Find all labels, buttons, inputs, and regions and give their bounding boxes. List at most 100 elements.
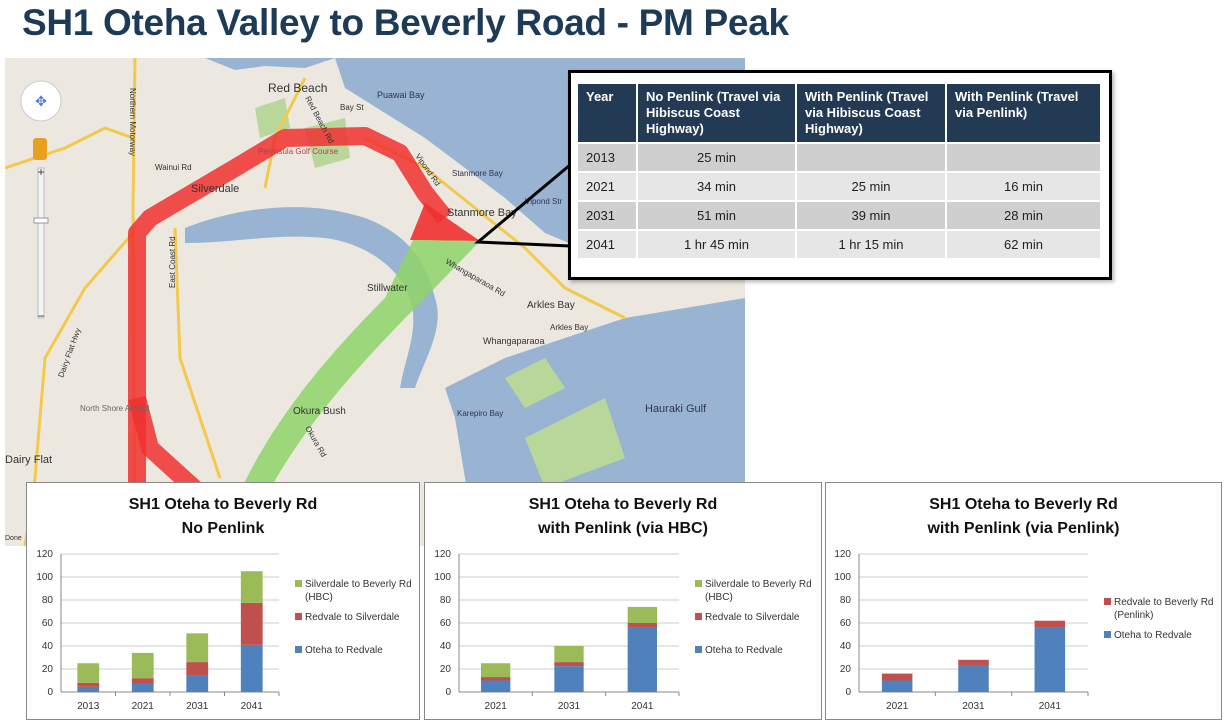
chart-svg: 0 20 40 60 80 100 120 2013 2021 2031 2041 Silverdal… <box>36 549 412 712</box>
x-tick-label: 2031 <box>962 701 985 712</box>
x-tick-label: 2041 <box>1039 701 1062 712</box>
bar-silverdale-to-beverly-rd-hbc- <box>627 606 657 623</box>
cell <box>797 144 945 171</box>
zoom-slider[interactable] <box>37 167 45 319</box>
map-label: Whangaparaoa <box>483 336 545 346</box>
cell: 25 min <box>638 144 795 171</box>
map-pan-control[interactable]: ✥ <box>20 80 62 122</box>
legend-label: Oteha to Redvale <box>305 645 383 656</box>
legend-swatch <box>1104 631 1111 638</box>
legend-label: (HBC) <box>305 592 333 603</box>
bar-redvale-to-silverdale <box>554 662 584 667</box>
chart-title: SH1 Oteha to Beverly Rd <box>128 496 318 513</box>
chart-svg: 0 20 40 60 80 100 120 2021 2031 2041 Silverdale to… <box>434 549 811 712</box>
route-arrowhead-red <box>410 203 480 241</box>
pegman-icon[interactable] <box>33 138 47 160</box>
cell: 1 hr 45 min <box>638 231 795 258</box>
bar-redvale-to-silverdale <box>627 623 657 628</box>
map-label: Red Beach <box>268 81 327 95</box>
callout-pointer <box>474 163 571 248</box>
map-parks <box>255 98 625 488</box>
zoom-in-icon[interactable]: + <box>37 165 44 179</box>
bar-oteha-to-redvale <box>77 686 100 692</box>
map-label: Peninsula Golf Course <box>258 147 339 156</box>
y-tick-label: 40 <box>440 641 452 652</box>
bar-oteha-to-redvale <box>131 683 154 692</box>
bar-redvale-to-silverdale <box>186 662 209 676</box>
x-tick-label: 2041 <box>241 701 264 712</box>
legend-label: Silverdale to Beverly Rd <box>305 579 412 590</box>
y-tick-label: 60 <box>440 618 452 629</box>
legend-swatch <box>295 580 302 587</box>
bar-redvale-to-silverdale <box>131 678 154 684</box>
table-row: 2013 25 min <box>578 144 1100 171</box>
chart-no-penlink: SH1 Oteha to Beverly Rd No Penlink 0 20 40 6… <box>26 482 420 720</box>
map-label: Karepiro Bay <box>457 409 503 418</box>
legend-label: Redvale to Silverdale <box>705 612 800 623</box>
bar-redvale-to-silverdale <box>481 677 511 681</box>
y-tick-label: 20 <box>840 664 852 675</box>
chart-title: SH1 Oteha to Beverly Rd <box>929 496 1118 513</box>
bar-oteha-to-redvale <box>240 644 263 692</box>
x-tick-label: 2041 <box>631 701 654 712</box>
bar-silverdale-to-beverly-rd-hbc- <box>77 663 100 683</box>
map-label: Puawai Bay <box>377 90 425 100</box>
table-header: With Penlink (Travel via Penlink) <box>947 84 1100 142</box>
y-tick-label: 60 <box>840 618 852 629</box>
x-tick-label: 2031 <box>558 701 581 712</box>
bar-silverdale-to-beverly-rd-hbc- <box>554 646 584 663</box>
map-label: Stillwater <box>367 283 408 294</box>
y-tick-label: 120 <box>834 549 851 560</box>
table-header: No Penlink (Travel via Hibiscus Coast Hi… <box>638 84 795 142</box>
x-tick-label: 2031 <box>186 701 209 712</box>
y-tick-label: 40 <box>840 641 852 652</box>
bar-oteha-to-redvale <box>481 680 511 692</box>
map-label: Hauraki Gulf <box>645 403 707 415</box>
chart-subtitle: with Penlink (via HBC) <box>538 520 708 537</box>
table-row: 2031 51 min 39 min 28 min <box>578 202 1100 229</box>
legend-label: (Penlink) <box>1114 610 1153 621</box>
cell: 2021 <box>578 173 636 200</box>
legend-label: Oteha to Redvale <box>1114 630 1192 641</box>
travel-time-callout: Year No Penlink (Travel via Hibiscus Coa… <box>568 70 1112 280</box>
bar-oteha-to-redvale <box>554 666 584 692</box>
zoom-slider-handle[interactable] <box>33 217 49 224</box>
cell: 1 hr 15 min <box>797 231 945 258</box>
bar-redvale-to-silverdale <box>77 682 100 687</box>
chart-title: SH1 Oteha to Beverly Rd <box>528 496 718 513</box>
chart-svg: 0 20 40 60 80 100 120 2021 2031 2041 Redvale to Be… <box>834 549 1214 712</box>
cell: 2031 <box>578 202 636 229</box>
legend-swatch <box>695 613 702 620</box>
table-header: With Penlink (Travel via Hibiscus Coast … <box>797 84 945 142</box>
cell: 28 min <box>947 202 1100 229</box>
x-tick-label: 2021 <box>886 701 909 712</box>
map-label: Dairy Flat <box>5 454 52 466</box>
y-tick-label: 0 <box>845 687 851 698</box>
bar-redvale-to-beverly-rd-penlink- <box>958 659 989 666</box>
y-tick-label: 0 <box>47 687 53 698</box>
bar-oteha-to-redvale <box>186 675 209 692</box>
y-tick-label: 80 <box>840 595 852 606</box>
bar-redvale-to-beverly-rd-penlink- <box>1034 620 1066 628</box>
legend-label: (HBC) <box>705 592 733 603</box>
chart-subtitle: No Penlink <box>181 520 265 537</box>
map-label: Arkles Bay <box>550 323 588 332</box>
bar-silverdale-to-beverly-rd-hbc- <box>131 652 154 679</box>
bar-redvale-to-beverly-rd-penlink- <box>881 673 913 681</box>
y-tick-label: 100 <box>834 572 851 583</box>
bar-oteha-to-redvale <box>1034 627 1066 692</box>
legend-swatch <box>295 646 302 653</box>
y-tick-label: 40 <box>42 641 54 652</box>
bar-redvale-to-silverdale <box>240 602 263 645</box>
table-row: 2021 34 min 25 min 16 min <box>578 173 1100 200</box>
chart-penlink-via-penlink: SH1 Oteha to Beverly Rd with Penlink (via… <box>825 482 1222 720</box>
map-label: Northern Motorway <box>128 88 137 156</box>
route-no-penlink <box>128 127 453 546</box>
cell: 62 min <box>947 231 1100 258</box>
map-label: Stanmore Bay <box>452 169 503 178</box>
page-title: SH1 Oteha Valley to Beverly Road - PM Pe… <box>22 2 789 43</box>
pan-arrows-icon[interactable]: ✥ <box>35 93 47 109</box>
map-label: Silverdale <box>191 183 239 195</box>
legend-label: Redvale to Beverly Rd <box>1114 597 1214 608</box>
zoom-out-icon[interactable]: − <box>37 309 44 323</box>
